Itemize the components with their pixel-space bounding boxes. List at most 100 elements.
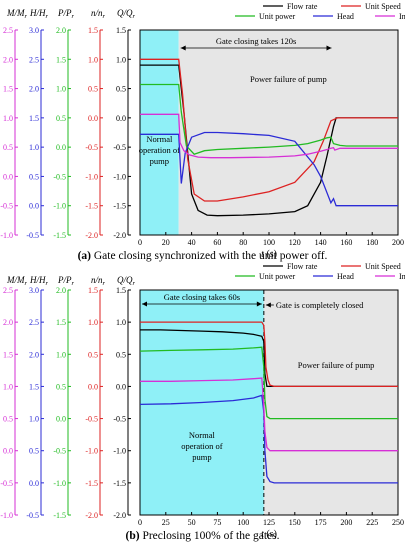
x-tick-label: 200 bbox=[340, 518, 352, 527]
y-tick-label: 1.0 bbox=[56, 85, 66, 94]
y-tick-label: -1.0 bbox=[113, 447, 126, 456]
y-tick-label: 1.0 bbox=[56, 350, 66, 359]
y-tick-label: -1.0 bbox=[85, 447, 98, 456]
y-axis-label: M/Mr bbox=[6, 275, 28, 287]
x-tick-label: 100 bbox=[263, 238, 275, 247]
y-tick-label: 0.5 bbox=[29, 172, 39, 181]
caption-b-label: (b) bbox=[125, 530, 140, 542]
y-tick-label: -1.5 bbox=[85, 202, 98, 211]
y-axis-label: H/Hr bbox=[29, 275, 49, 287]
x-tick-label: 120 bbox=[289, 238, 301, 247]
y-tick-label: 1.5 bbox=[56, 318, 66, 327]
x-tick-label: 180 bbox=[366, 238, 378, 247]
caption-b-text: Preclosing 100% of the gates. bbox=[142, 530, 280, 542]
arrow-head-left bbox=[180, 45, 186, 51]
arrow-head-left bbox=[142, 301, 147, 307]
y-tick-label: 2.0 bbox=[29, 350, 39, 359]
arrow-head-right bbox=[326, 45, 332, 51]
arrow-head-right bbox=[256, 301, 262, 307]
series-line-head bbox=[139, 394, 398, 484]
y-tick-label: 0.5 bbox=[116, 350, 126, 359]
x-tick-label: 150 bbox=[289, 518, 301, 527]
x-tick-label: 25 bbox=[162, 518, 170, 527]
y-tick-label: 0.5 bbox=[3, 415, 13, 424]
y-tick-label: 3.0 bbox=[29, 286, 39, 295]
region-failure bbox=[263, 290, 398, 515]
y-tick-label: -1.0 bbox=[0, 511, 13, 520]
y-tick-label: -1.5 bbox=[85, 479, 98, 488]
y-tick-label: -0.5 bbox=[53, 172, 66, 181]
x-tick-label: 80 bbox=[239, 238, 247, 247]
y-tick-label: 2.0 bbox=[56, 286, 66, 295]
y-tick-label: -1.0 bbox=[85, 172, 98, 181]
y-axis-label: P/Pr bbox=[57, 8, 75, 20]
y-tick-label: 1.0 bbox=[116, 55, 126, 64]
y-tick-label: -1.5 bbox=[113, 202, 126, 211]
y-tick-label: -2.0 bbox=[85, 511, 98, 520]
y-tick-label: 0.0 bbox=[56, 415, 66, 424]
y-tick-label: 1.5 bbox=[29, 114, 39, 123]
chart-a: 2.5 2.0 1.5 1.0 0.5 0.0 -0.5 -1.0 3.0 2.5 2.0 1.5 1.… bbox=[0, 2, 405, 260]
y-axis-label: n/nr bbox=[91, 8, 106, 20]
y-tick-label: -1.0 bbox=[53, 202, 66, 211]
y-tick-label: 0.5 bbox=[3, 143, 13, 152]
y-tick-label: -1.5 bbox=[53, 511, 66, 520]
y-axis-label: M/Mr bbox=[6, 8, 28, 20]
y-tick-label: 1.5 bbox=[3, 350, 13, 359]
region-label-normal-line: Normal bbox=[189, 430, 216, 440]
chart-b: 2.5 2.0 1.5 1.0 0.5 0.0 -0.5 -1.0 3.0 2.5 2.0 1.5 1.… bbox=[0, 262, 405, 540]
legend-label: Flow rate bbox=[287, 262, 318, 271]
y-axis-label: P/Pr bbox=[57, 275, 75, 287]
y-tick-label: 1.5 bbox=[3, 85, 13, 94]
y-tick-label: 2.0 bbox=[29, 85, 39, 94]
series-line-unit-speed bbox=[140, 58, 398, 202]
y-tick-label: 0.5 bbox=[56, 382, 66, 391]
y-tick-label: -0.5 bbox=[0, 202, 13, 211]
y-tick-label: -0.5 bbox=[26, 511, 39, 520]
y-tick-label: 1.0 bbox=[3, 382, 13, 391]
y-tick-label: -1.5 bbox=[113, 479, 126, 488]
x-tick-label: 225 bbox=[366, 518, 378, 527]
x-tick-label: 0 bbox=[138, 238, 142, 247]
region-label-normal-line: operation of bbox=[181, 441, 222, 451]
y-tick-label: 1.0 bbox=[88, 318, 98, 327]
y-tick-label: 0.0 bbox=[3, 447, 13, 456]
annotation-text: Gate closing takes 60s bbox=[164, 292, 240, 302]
y-tick-label: -0.5 bbox=[26, 231, 39, 240]
region-label-failure: Power failure of pump bbox=[250, 74, 327, 84]
legend-label: Imper torque bbox=[399, 12, 405, 21]
y-tick-label: 0.0 bbox=[3, 172, 13, 181]
y-axis-label: Q/Qr bbox=[117, 8, 136, 20]
y-tick-label: -1.0 bbox=[113, 172, 126, 181]
x-axis-label: t (s) bbox=[261, 529, 277, 540]
series-line-unit-power bbox=[139, 346, 398, 420]
legend-label: Unit power bbox=[259, 272, 296, 281]
y-tick-label: 0.0 bbox=[116, 114, 126, 123]
y-tick-label: 0.0 bbox=[29, 479, 39, 488]
legend-label: Unit power bbox=[259, 12, 296, 21]
x-tick-label: 40 bbox=[188, 238, 196, 247]
series-line-flow-rate bbox=[140, 329, 398, 388]
y-tick-label: 2.0 bbox=[3, 318, 13, 327]
y-tick-label: 1.0 bbox=[116, 318, 126, 327]
y-tick-label: 0.5 bbox=[116, 85, 126, 94]
x-axis-label: t (s) bbox=[261, 249, 277, 260]
region-label-failure: Power failure of pump bbox=[298, 360, 375, 370]
y-tick-label: 2.5 bbox=[3, 286, 13, 295]
x-tick-label: 60 bbox=[213, 238, 221, 247]
y-tick-label: 1.0 bbox=[29, 415, 39, 424]
y-tick-label: -2.0 bbox=[113, 231, 126, 240]
caption-a-label: (a) bbox=[77, 250, 91, 262]
y-tick-label: -1.0 bbox=[53, 479, 66, 488]
caption-a: (a) Gate closing synchronized with the u… bbox=[0, 250, 405, 262]
y-tick-label: 1.5 bbox=[56, 55, 66, 64]
legend-label: Unit Speed bbox=[365, 2, 401, 11]
y-tick-label: -2.0 bbox=[113, 511, 126, 520]
legend-label: Imper torque bbox=[399, 272, 405, 281]
series-line-head bbox=[140, 131, 398, 207]
x-tick-label: 20 bbox=[162, 238, 170, 247]
y-tick-label: 0.5 bbox=[88, 350, 98, 359]
y-tick-label: 2.5 bbox=[29, 55, 39, 64]
y-tick-label: 2.5 bbox=[3, 26, 13, 35]
y-tick-label: 1.5 bbox=[116, 26, 126, 35]
